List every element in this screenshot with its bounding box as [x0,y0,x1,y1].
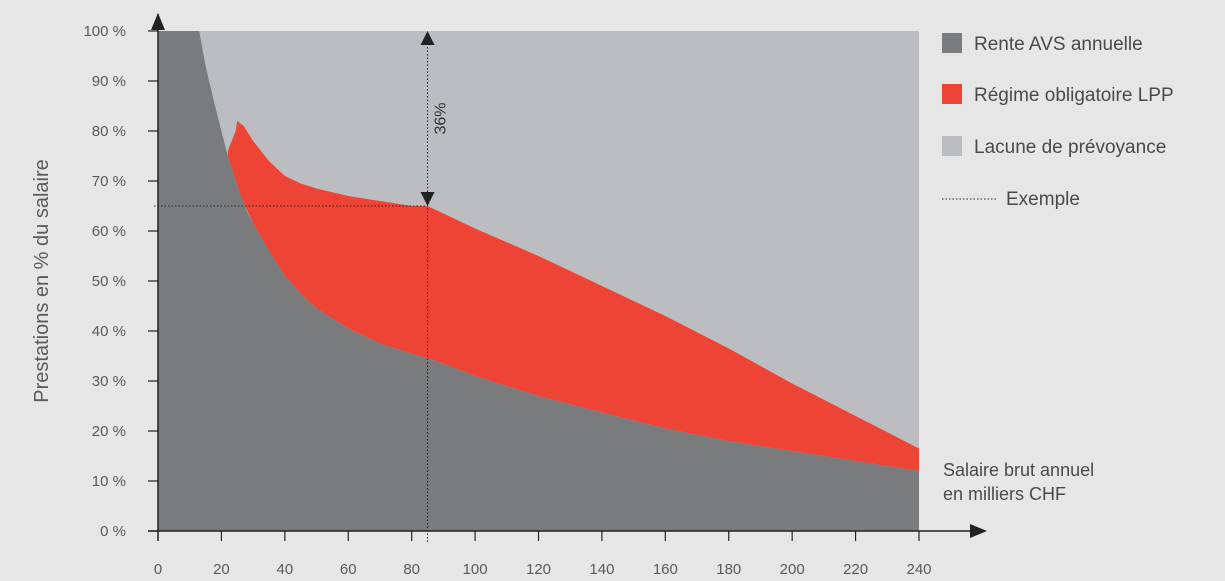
legend-rente-avs-swatch [942,33,962,53]
y-tick-label: 70 % [92,173,126,190]
area-regime-obligatoire-lpp [227,121,920,471]
x-tick-label: 20 [213,561,230,578]
x-tick-label: 80 [403,561,420,578]
x-axis-title-line2: en milliers CHF [943,484,1066,504]
ticks: 0 % 10 % 20 % 30 % 40 % 50 % 60 % 70 % 80 % 90 % 1… [83,23,931,578]
x-tick-label: 180 [716,561,741,578]
area-rente-avs-annuelle [158,31,919,531]
x-tick-label: 120 [526,561,551,578]
y-axis-title: Prestations en % du salaire [31,159,53,402]
gap-label: 36% [433,102,450,134]
x-tick-label: 220 [843,561,868,578]
y-tick-label: 50 % [92,273,126,290]
x-tick-label: 60 [340,561,357,578]
gap-arrow-bottom [420,192,435,206]
x-tick-label: 0 [154,561,162,578]
legend-exemple-label: Exemple [1006,189,1080,210]
x-tick-label: 200 [780,561,805,578]
y-tick-label: 80 % [92,123,126,140]
example-marks: 36% [154,31,450,543]
y-axis-arrow [151,13,165,30]
axis-labels: Prestations en % du salaire Salaire brut… [31,159,1094,504]
y-tick-label: 20 % [92,423,126,440]
x-tick-label: 140 [589,561,614,578]
y-tick-label: 60 % [92,223,126,240]
legend-rente-avs-label: Rente AVS annuelle [974,34,1143,55]
plot-areas [158,31,920,531]
x-tick-label: 240 [906,561,931,578]
y-tick-label: 30 % [92,373,126,390]
legend-lacune-label: Lacune de prévoyance [974,137,1166,158]
legend-regime-lpp-label: Régime obligatoire LPP [974,85,1174,106]
gap-arrow-top [420,31,435,45]
y-tick-label: 100 % [83,23,126,40]
legend-regime-lpp-swatch [942,84,962,104]
x-tick-label: 100 [463,561,488,578]
legend: Rente AVS annuelle Régime obligatoire LPP… [942,33,1174,210]
y-tick-label: 90 % [92,73,126,90]
y-tick-label: 0 % [100,523,126,540]
x-axis-arrow [970,524,987,538]
y-tick-label: 10 % [92,473,126,490]
legend-lacune-swatch [942,136,962,156]
x-tick-label: 40 [276,561,293,578]
x-axis-title: Salaire brut annuel [943,460,1094,480]
x-tick-label: 160 [653,561,678,578]
y-tick-label: 40 % [92,323,126,340]
